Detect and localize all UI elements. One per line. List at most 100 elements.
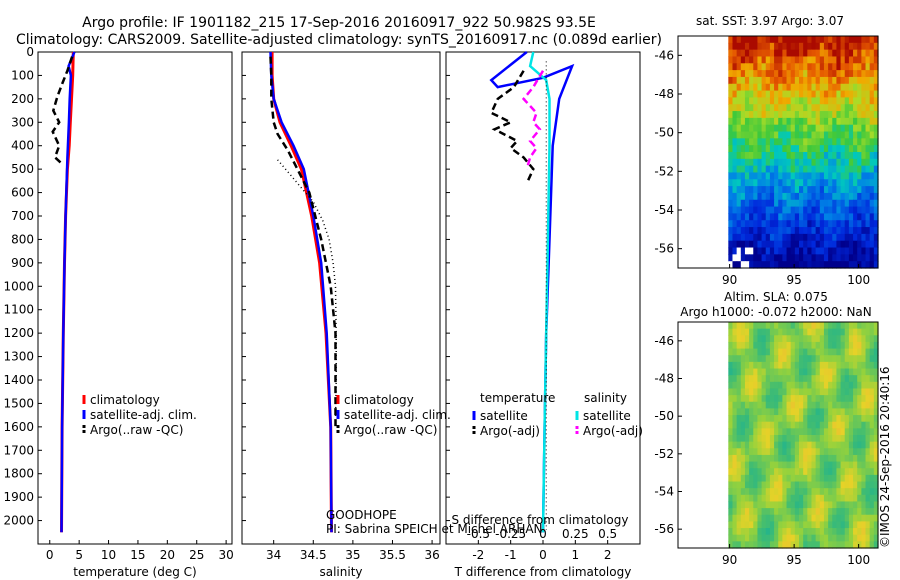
sst-map-cell <box>819 254 825 262</box>
sst-map-cell <box>786 70 792 78</box>
sst-map-cell <box>807 104 813 112</box>
sla-map-cell <box>761 461 767 469</box>
sst-map-cell <box>732 117 738 126</box>
sla-map-cell <box>744 528 750 536</box>
sst-map-cell <box>823 83 829 92</box>
sst-map-cell <box>765 117 771 126</box>
sla-map-cell <box>769 415 775 423</box>
sla-map-cell <box>840 401 846 410</box>
sst-map-cell <box>836 158 842 167</box>
y-tick-label: 1200 <box>3 326 34 340</box>
sla-map-cell <box>740 474 746 483</box>
sst-map-cell <box>782 36 788 44</box>
sla-map-cell <box>736 481 742 489</box>
sst-map-cell <box>782 158 788 167</box>
sla-map-cell <box>774 435 779 443</box>
sst-map-cell <box>857 70 862 78</box>
sla-map-cell <box>769 428 775 436</box>
sst-map-cell <box>774 233 779 242</box>
sst-map-cell <box>769 131 775 139</box>
sst-map-cell <box>836 152 842 160</box>
sst-map-cell <box>853 97 858 105</box>
sla-map-cell <box>848 408 854 416</box>
sst-map-cell <box>749 49 754 58</box>
sst-map-cell <box>840 70 846 78</box>
sst-map-cell <box>844 63 850 71</box>
sst-map-cell <box>848 206 854 215</box>
sla-map-cell <box>857 381 862 390</box>
sla-map-cell <box>786 328 792 336</box>
sla-map-cell <box>765 415 771 423</box>
sst-map-cell <box>873 227 879 235</box>
series-line-satellite-adj-clim- <box>60 51 76 533</box>
sst-map-cell <box>744 117 750 126</box>
sst-map-cell <box>753 172 759 180</box>
sst-map-cell <box>803 63 808 71</box>
sla-map-cell <box>873 361 879 370</box>
sla-map-cell <box>769 534 775 542</box>
y-tick-label: 1900 <box>3 490 34 504</box>
sla-map-cell <box>811 361 817 370</box>
sst-map-cell <box>873 158 879 167</box>
sla-map-cell <box>840 408 846 416</box>
sst-map-cell <box>811 227 817 235</box>
sla-map-cell <box>749 454 754 463</box>
sla-map-cell <box>873 415 879 423</box>
sst-map-cell <box>761 70 767 78</box>
sst-map-cell <box>828 42 833 51</box>
sst-map-cell <box>828 70 833 78</box>
sst-map-cell <box>774 56 779 64</box>
sst-map-cell <box>799 227 804 235</box>
sla-map-cell <box>823 514 829 523</box>
sla-map-cell <box>778 428 783 436</box>
sla-map-cell <box>749 488 754 496</box>
sst-map-cell <box>873 213 879 221</box>
sla-map-cell <box>811 341 817 350</box>
sst-map-cell <box>811 247 817 255</box>
sst-map-cell <box>744 83 750 92</box>
sst-map-cell <box>794 117 800 126</box>
sla-map-cell <box>736 448 742 456</box>
sla-map-cell <box>740 328 746 336</box>
sst-map-cell <box>832 36 838 44</box>
sst-map-cell <box>753 233 759 242</box>
sst-map-cell <box>815 199 821 208</box>
sla-map-cell <box>786 494 792 503</box>
sst-map-cell <box>740 111 746 119</box>
sst-map-cell <box>728 227 734 235</box>
sst-map-cell <box>828 97 833 105</box>
sst-map-cell <box>749 227 754 235</box>
x-tick-label: 0 <box>46 548 54 562</box>
sla-map-cell <box>799 415 804 423</box>
sst-map-cell <box>728 111 734 119</box>
sla-map-cell <box>769 328 775 336</box>
sla-map-cell <box>869 368 875 376</box>
sla-map-cell <box>732 468 738 476</box>
sla-map-cell <box>853 322 858 330</box>
sla-map-cell <box>744 375 750 383</box>
sst-map-cell <box>819 220 825 228</box>
sla-map-cell <box>807 341 813 350</box>
sla-map-cell <box>753 541 759 549</box>
sst-map-cell <box>744 206 750 215</box>
sla-map-cell <box>869 341 875 350</box>
sla-map-cell <box>769 508 775 516</box>
sla-map-cell <box>782 381 788 390</box>
sla-map-cell <box>736 421 742 429</box>
sst-map-cell <box>807 138 813 146</box>
sla-map-cell <box>873 388 879 396</box>
sst-map-cell <box>740 240 746 249</box>
sst-map-cell <box>815 158 821 167</box>
sla-map-cell <box>836 508 842 516</box>
sla-map-cell <box>794 421 800 429</box>
sst-map-cell <box>819 138 825 146</box>
sla-map-cell <box>803 448 808 456</box>
sla-map-cell <box>815 454 821 463</box>
sla-map-cell <box>861 468 867 476</box>
sla-map-cell <box>786 421 792 429</box>
sst-map-cell <box>749 213 754 221</box>
sst-map-cell <box>815 233 821 242</box>
sst-map-cell <box>853 172 858 180</box>
sla-map-cell <box>744 488 750 496</box>
